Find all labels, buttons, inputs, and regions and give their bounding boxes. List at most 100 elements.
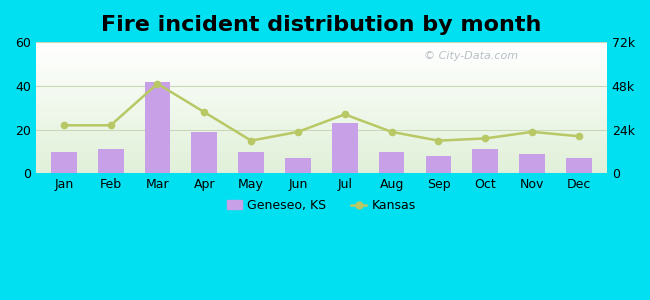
Bar (36, 98, 607, 99)
Bar (36, 166, 607, 167)
Bar (36, 50, 607, 51)
Bar (36, 150, 607, 151)
Bar (36, 148, 607, 149)
Bar (36, 61, 607, 62)
Bar (36, 153, 607, 154)
Bar (36, 82, 607, 83)
Bar (36, 172, 607, 173)
Kansas (435, 139, 443, 142)
Bar (36, 133, 607, 134)
Bar (36, 58, 607, 59)
Text: © City-Data.com: © City-Data.com (424, 51, 518, 61)
Bar (36, 74, 607, 75)
Bar (332, 123, 358, 173)
Bar (239, 152, 264, 173)
Bar (36, 135, 607, 136)
Kansas (575, 134, 583, 138)
Bar (36, 120, 607, 121)
Bar (36, 99, 607, 100)
Bar (36, 105, 607, 106)
Bar (36, 151, 607, 152)
Bar (36, 139, 607, 140)
Bar (36, 134, 607, 135)
Bar (36, 146, 607, 147)
Bar (36, 131, 607, 132)
Bar (36, 59, 607, 60)
Bar (36, 107, 607, 108)
Title: Fire incident distribution by month: Fire incident distribution by month (101, 15, 541, 35)
Bar (36, 115, 607, 116)
Bar (36, 130, 607, 131)
Bar (36, 87, 607, 88)
Bar (36, 54, 607, 55)
Bar (36, 138, 607, 139)
Bar (36, 62, 607, 63)
Bar (36, 144, 607, 145)
Bar (36, 49, 607, 50)
Bar (36, 159, 607, 160)
Bar (36, 51, 607, 52)
Kansas (482, 136, 489, 140)
Bar (36, 168, 607, 169)
Bar (36, 126, 607, 127)
Bar (36, 137, 607, 138)
Bar (285, 158, 311, 173)
Bar (36, 132, 607, 133)
Bar (36, 140, 607, 141)
Bar (36, 46, 607, 47)
Bar (36, 100, 607, 101)
Bar (36, 76, 607, 77)
Bar (36, 56, 607, 57)
Bar (36, 70, 607, 71)
Bar (36, 101, 607, 102)
Bar (36, 92, 607, 93)
Kansas (60, 124, 68, 127)
Bar (36, 123, 607, 124)
Bar (36, 108, 607, 109)
Bar (426, 156, 451, 173)
Bar (566, 158, 592, 173)
Bar (36, 116, 607, 117)
Bar (36, 42, 607, 43)
Bar (36, 143, 607, 144)
Bar (36, 111, 607, 112)
Bar (98, 149, 124, 173)
Bar (36, 129, 607, 130)
Bar (36, 84, 607, 85)
Bar (36, 80, 607, 81)
Bar (36, 57, 607, 58)
Bar (36, 95, 607, 96)
Bar (36, 156, 607, 157)
Bar (36, 119, 607, 120)
Kansas (247, 139, 255, 142)
Bar (36, 44, 607, 45)
Bar (473, 149, 498, 173)
Bar (36, 113, 607, 114)
Bar (36, 110, 607, 111)
Bar (36, 48, 607, 49)
Kansas (387, 130, 395, 134)
Bar (36, 52, 607, 53)
Bar (36, 68, 607, 69)
Bar (36, 114, 607, 115)
Bar (36, 171, 607, 172)
Bar (36, 65, 607, 66)
Kansas (200, 110, 208, 114)
Bar (36, 91, 607, 92)
Bar (192, 132, 217, 173)
Bar (36, 85, 607, 86)
Bar (36, 102, 607, 103)
Bar (36, 47, 607, 48)
Bar (36, 112, 607, 113)
Bar (36, 161, 607, 162)
Bar (36, 55, 607, 56)
Bar (36, 141, 607, 142)
Bar (36, 66, 607, 67)
Bar (36, 97, 607, 98)
Bar (36, 83, 607, 84)
Bar (36, 117, 607, 118)
Bar (36, 167, 607, 168)
Bar (36, 53, 607, 54)
Bar (36, 63, 607, 64)
Bar (36, 94, 607, 95)
